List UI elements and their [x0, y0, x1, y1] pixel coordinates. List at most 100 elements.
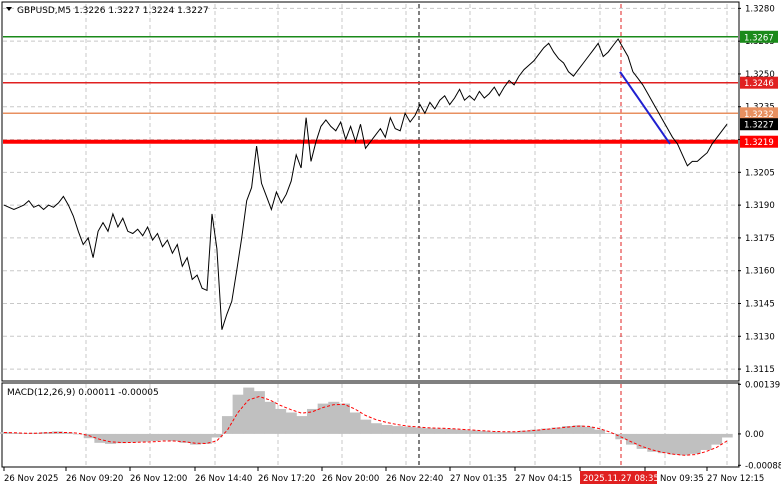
level-tag-bg — [740, 76, 778, 89]
macd-bar — [211, 433, 223, 438]
price-tick-label: 1.3160 — [745, 267, 775, 277]
macd-bar — [349, 412, 361, 434]
macd-bar — [381, 425, 393, 434]
price-tick-label: 1.3190 — [745, 201, 775, 211]
macd-signal-line — [3, 395, 728, 456]
blue-trendline[interactable] — [619, 71, 671, 145]
level-tag-bg — [740, 107, 778, 120]
time-tick-label: 26 Nov 17:20 — [258, 474, 315, 484]
price-axis[interactable]: 1.32801.32651.32501.32351.32201.32051.31… — [738, 4, 775, 375]
time-tick-label: 26 Nov 12:00 — [130, 474, 187, 484]
time-tick-label: 27 Nov 01:35 — [450, 474, 507, 484]
price-tick-label: 1.3175 — [745, 234, 775, 244]
macd-histogram — [0, 387, 733, 456]
triangle-down-icon[interactable] — [6, 7, 12, 11]
macd-bar — [115, 433, 127, 444]
macd-bar — [487, 431, 499, 434]
level-tag-label: 1.3219 — [744, 138, 774, 148]
macd-bar — [636, 433, 648, 449]
level-tag-label: 1.3232 — [744, 110, 774, 120]
macd-bar — [158, 433, 170, 441]
level-tag-label: 1.3267 — [744, 33, 774, 43]
macd-bar — [243, 387, 255, 434]
level-tag-label: 1.3246 — [744, 79, 774, 89]
macd-bar — [360, 419, 372, 434]
macd-bar — [94, 433, 106, 443]
macd-bar — [572, 425, 584, 434]
macd-bar — [147, 433, 159, 442]
macd-bar — [423, 428, 436, 434]
macd-bar — [126, 433, 138, 443]
macd-header: MACD(12,26,9) 0.00011 -0.00005 — [7, 388, 159, 398]
price-line — [3, 38, 728, 330]
macd-bar — [594, 429, 606, 434]
macd-bar — [721, 433, 733, 438]
level-tag-bg — [740, 30, 778, 43]
time-tick-label: 26 Nov 20:00 — [322, 474, 379, 484]
macd-bar — [370, 423, 382, 434]
level-price-tags: 1.3267 1.3246 1.3232 1.3219 1.3227 — [740, 30, 778, 148]
macd-bar — [168, 433, 180, 442]
macd-axis[interactable]: 0.00139 0.00 -0.00088 — [738, 380, 781, 471]
time-tick-label: 26 Nov 14:40 — [195, 474, 252, 484]
time-tick-label: 27 Nov 12:15 — [707, 474, 764, 484]
macd-bar — [711, 433, 723, 445]
price-grid — [3, 4, 738, 380]
symbol-header: GBPUSD,M5 1.3226 1.3227 1.3224 1.3227 — [17, 6, 209, 16]
macd-bar — [689, 433, 701, 454]
price-tick-label: 1.3280 — [745, 4, 775, 14]
current-price-label: 1.3227 — [744, 121, 774, 131]
macd-bar — [307, 408, 319, 434]
time-tick-label: 26 Nov 22:40 — [386, 474, 443, 484]
macd-bar — [73, 433, 85, 435]
macd-bar — [105, 433, 117, 444]
macd-bar — [232, 394, 244, 434]
price-pane[interactable]: 1.32801.32651.32501.32351.32201.32051.31… — [1, 1, 778, 382]
macd-tick-label: -0.00088 — [745, 461, 781, 471]
macd-bar — [9, 432, 21, 434]
macd-tick-label: 0.00139 — [745, 380, 780, 390]
macd-bar — [338, 403, 350, 434]
macd-bar — [700, 433, 712, 450]
macd-bar — [551, 427, 563, 434]
macd-bar — [583, 426, 595, 434]
highlighted-time-label: 2025.11.27 08:35 — [583, 474, 659, 484]
macd-bar — [562, 426, 574, 434]
price-pane-frame — [1, 1, 740, 382]
macd-bar — [51, 431, 63, 434]
macd-bar — [540, 428, 552, 434]
macd-bar — [509, 431, 521, 434]
macd-bar — [477, 431, 489, 434]
time-tick-label: 27 Nov 04:15 — [515, 474, 572, 484]
macd-bar — [657, 433, 669, 454]
macd-pane[interactable]: 0.00139 0.00 -0.00088 MACD(12,26,9) 0.0001… — [0, 380, 781, 471]
level-tag-bg — [740, 135, 778, 148]
macd-tick-label: 0.00 — [745, 430, 764, 440]
macd-bar — [200, 433, 212, 444]
price-tick-label: 1.3115 — [745, 365, 775, 375]
macd-bar — [264, 401, 276, 434]
macd-bar — [445, 428, 457, 434]
macd-bar — [498, 432, 510, 434]
macd-bar — [179, 433, 191, 443]
macd-bar — [413, 427, 425, 434]
macd-bar — [530, 429, 542, 434]
price-tick-label: 1.3145 — [745, 299, 775, 309]
macd-bar — [625, 433, 638, 445]
macd-bar — [253, 391, 265, 434]
time-tick-label: Nov 09:35 — [660, 474, 704, 484]
macd-bar — [466, 430, 478, 434]
macd-bar — [136, 433, 148, 442]
macd-bar — [647, 433, 659, 452]
macd-bar — [221, 416, 233, 434]
time-tick-label: 26 Nov 2025 — [4, 474, 58, 484]
macd-bar — [668, 433, 680, 455]
macd-bar — [455, 429, 467, 434]
price-tick-label: 1.3205 — [745, 168, 775, 178]
highlighted-time-bg — [580, 471, 657, 484]
current-price-tag — [740, 118, 778, 131]
time-axis[interactable]: 26 Nov 2025 26 Nov 09:20 26 Nov 12:00 26 No… — [3, 467, 764, 484]
macd-bar — [392, 426, 404, 434]
